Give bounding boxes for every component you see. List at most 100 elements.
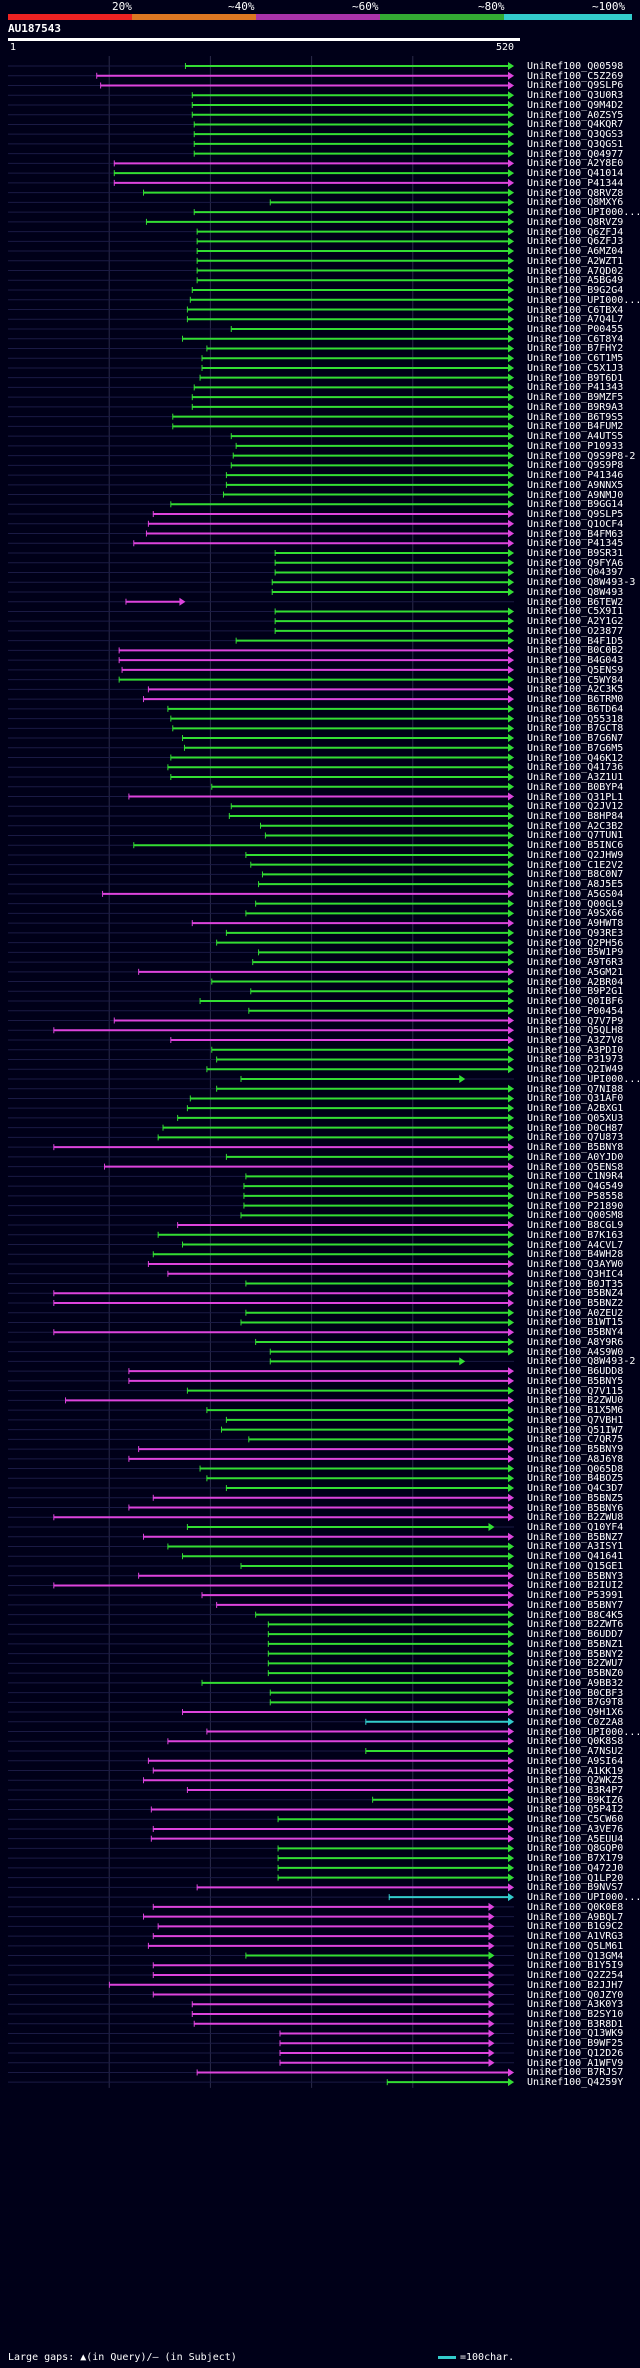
hit-label[interactable]: UniRef100_B5BNY3	[527, 1570, 624, 1582]
hit-label[interactable]: UniRef100_Q00SM8	[527, 1210, 624, 1222]
hit-label[interactable]: UniRef100_B2IUI2	[527, 1580, 624, 1592]
hit-label[interactable]: UniRef100_B4FUM2	[527, 421, 624, 433]
hit-label[interactable]: UniRef100_B4BOZ5	[527, 1473, 624, 1485]
hit-label[interactable]: UniRef100_UPI000...	[527, 1073, 640, 1085]
hit-label[interactable]: UniRef100_A2BXG1	[527, 1103, 624, 1115]
hit-label[interactable]: UniRef100_B0CBF3	[527, 1687, 624, 1699]
hit-label[interactable]: UniRef100_B8CGL9	[527, 1220, 624, 1232]
hit-label[interactable]: UniRef100_Q4259Y	[527, 2077, 624, 2089]
hit-label[interactable]: UniRef100_B1Y5I9	[527, 1960, 624, 1972]
hit-label[interactable]: UniRef100_B9T6D1	[527, 372, 624, 384]
hit-label[interactable]: UniRef100_A2WZT1	[527, 255, 624, 267]
hit-label[interactable]: UniRef100_C5X9I1	[527, 606, 624, 618]
hit-label[interactable]: UniRef100_Q8MXY6	[527, 197, 624, 209]
hit-label[interactable]: UniRef100_B2ZWU0	[527, 1395, 624, 1407]
hit-label[interactable]: UniRef100_A3Z7V8	[527, 1035, 624, 1046]
hit-label[interactable]: UniRef100_A8J6Y8	[527, 1453, 624, 1465]
hit-label[interactable]: UniRef100_B5BNZ0	[527, 1668, 624, 1680]
hit-label[interactable]: UniRef100_A2Y1G2	[527, 616, 624, 628]
hit-label[interactable]: UniRef100_C5Z269	[527, 70, 624, 82]
hit-label[interactable]: UniRef100_Q5ENS9	[527, 664, 624, 676]
hit-label[interactable]: UniRef100_B9P2G1	[527, 986, 624, 998]
hit-label[interactable]: UniRef100_Q7U873	[527, 1132, 624, 1144]
hit-label[interactable]: UniRef100_C7QR75	[527, 1434, 624, 1446]
hit-label[interactable]: UniRef100_B9R9A3	[527, 401, 624, 413]
hit-label[interactable]: UniRef100_Q065D8	[527, 1463, 624, 1475]
hit-label[interactable]: UniRef100_Q3QGS3	[527, 129, 624, 141]
hit-label[interactable]: UniRef100_Q7V115	[527, 1385, 624, 1397]
hit-label[interactable]: UniRef100_B6TD64	[527, 703, 624, 715]
hit-label[interactable]: UniRef100_B9G2G4	[527, 285, 624, 297]
hit-label[interactable]: UniRef100_D0CH87	[527, 1122, 624, 1134]
hit-label[interactable]: UniRef100_B1G9C2	[527, 1921, 624, 1933]
hit-label[interactable]: UniRef100_Q9H1X6	[527, 1707, 624, 1719]
hit-label[interactable]: UniRef100_A0YJD0	[527, 1151, 624, 1163]
hit-label[interactable]: UniRef100_B0JT35	[527, 1278, 624, 1290]
hit-label[interactable]: UniRef100_B7G6N7	[527, 733, 624, 745]
hit-label[interactable]: UniRef100_B2ZWU8	[527, 1512, 624, 1524]
hit-label[interactable]: UniRef100_Q9S9P8-2	[527, 450, 636, 462]
hit-label[interactable]: UniRef100_Q31PL1	[527, 791, 624, 803]
hit-label[interactable]: UniRef100_A2Y8E0	[527, 158, 624, 170]
hit-label[interactable]: UniRef100_A9BB32	[527, 1677, 624, 1689]
hit-label[interactable]: UniRef100_C5CW60	[527, 1814, 624, 1826]
hit-label[interactable]: UniRef100_B5BNY5	[527, 1375, 624, 1387]
hit-label[interactable]: UniRef100_B9GG14	[527, 499, 624, 511]
hit-label[interactable]: UniRef100_B5BNY2	[527, 1648, 624, 1660]
hit-label[interactable]: UniRef100_Q0K8S8	[527, 1736, 624, 1748]
hit-label[interactable]: UniRef100_Q3AYW0	[527, 1259, 624, 1271]
hit-label[interactable]: UniRef100_Q5ENS8	[527, 1161, 624, 1173]
hit-label[interactable]: UniRef100_A4S9W0	[527, 1346, 624, 1358]
hit-label[interactable]: UniRef100_Q9S9P8	[527, 460, 624, 472]
hit-label[interactable]: UniRef100_B9SR31	[527, 548, 624, 559]
hit-label[interactable]: UniRef100_B8C0N7	[527, 869, 624, 881]
hit-label[interactable]: UniRef100_Q8RVZ9	[527, 216, 624, 228]
hit-label[interactable]: UniRef100_A9T6R3	[527, 957, 624, 969]
hit-label[interactable]: UniRef100_UPI000...	[527, 294, 640, 306]
hit-label[interactable]: UniRef100_Q9M4D2	[527, 99, 624, 111]
hit-label[interactable]: UniRef100_B3R4P7	[527, 1784, 624, 1796]
hit-label[interactable]: UniRef100_Q51IW7	[527, 1424, 624, 1436]
hit-label[interactable]: UniRef100_B4G043	[527, 655, 624, 667]
hit-label[interactable]: UniRef100_B5BNZ4	[527, 1288, 624, 1300]
hit-label[interactable]: UniRef100_Q8W493	[527, 586, 624, 598]
hit-label[interactable]: UniRef100_Q4KQR7	[527, 119, 624, 131]
hit-label[interactable]: UniRef100_Q2IW49	[527, 1064, 624, 1076]
hit-label[interactable]: UniRef100_Q4C3D7	[527, 1483, 624, 1495]
hit-label[interactable]: UniRef100_B5BNY7	[527, 1599, 624, 1611]
hit-label[interactable]: UniRef100_Q55318	[527, 713, 624, 725]
hit-label[interactable]: UniRef100_Q8W493-3	[527, 577, 636, 589]
hit-label[interactable]: UniRef100_Q2JV12	[527, 801, 624, 813]
hit-label[interactable]: UniRef100_Q9SLP5	[527, 509, 624, 521]
hit-label[interactable]: UniRef100_B2ZWU7	[527, 1658, 624, 1670]
hit-label[interactable]: UniRef100_A5BG49	[527, 275, 624, 287]
hit-label[interactable]: UniRef100_A9SX66	[527, 908, 624, 920]
hit-label[interactable]: UniRef100_Q8W493-2	[527, 1356, 636, 1368]
hit-label[interactable]: UniRef100_B5BNY9	[527, 1444, 624, 1456]
hit-label[interactable]: UniRef100_P00455	[527, 323, 624, 335]
hit-label[interactable]: UniRef100_C5WY84	[527, 674, 624, 686]
hit-label[interactable]: UniRef100_A4CVL7	[527, 1239, 624, 1251]
hit-label[interactable]: UniRef100_Q13GM4	[527, 1950, 624, 1962]
hit-label[interactable]: UniRef100_B5BNZ7	[527, 1531, 624, 1543]
hit-label[interactable]: UniRef100_C5X1J3	[527, 362, 624, 374]
hit-label[interactable]: UniRef100_B2ZWT6	[527, 1619, 624, 1631]
hit-label[interactable]: UniRef100_Q3QGS1	[527, 138, 624, 150]
hit-label[interactable]: UniRef100_Q5P4I2	[527, 1804, 624, 1816]
hit-label[interactable]: UniRef100_A9NNX5	[527, 479, 624, 491]
hit-label[interactable]: UniRef100_A8Y9R6	[527, 1336, 624, 1348]
hit-label[interactable]: UniRef100_B5BNZ5	[527, 1492, 624, 1504]
hit-label[interactable]: UniRef100_B1X5M6	[527, 1405, 624, 1417]
hit-label[interactable]: UniRef100_A9HWT8	[527, 918, 624, 930]
hit-label[interactable]: UniRef100_Q05XU3	[527, 1112, 624, 1124]
hit-label[interactable]: UniRef100_P31973	[527, 1054, 624, 1066]
hit-label[interactable]: UniRef100_A3K0Y3	[527, 1999, 624, 2011]
hit-label[interactable]: UniRef100_Q00GL9	[527, 898, 624, 910]
hit-label[interactable]: UniRef100_Q8GQP0	[527, 1843, 624, 1855]
hit-label[interactable]: UniRef100_P41346	[527, 470, 624, 482]
hit-label[interactable]: UniRef100_P00454	[527, 1005, 624, 1017]
hit-label[interactable]: UniRef100_Q2Z254	[527, 1970, 624, 1982]
hit-label[interactable]: UniRef100_Q0IBF6	[527, 996, 624, 1008]
hit-label[interactable]: UniRef100_C0Z2A8	[527, 1716, 624, 1728]
hit-label[interactable]: UniRef100_Q1LP20	[527, 1872, 624, 1884]
